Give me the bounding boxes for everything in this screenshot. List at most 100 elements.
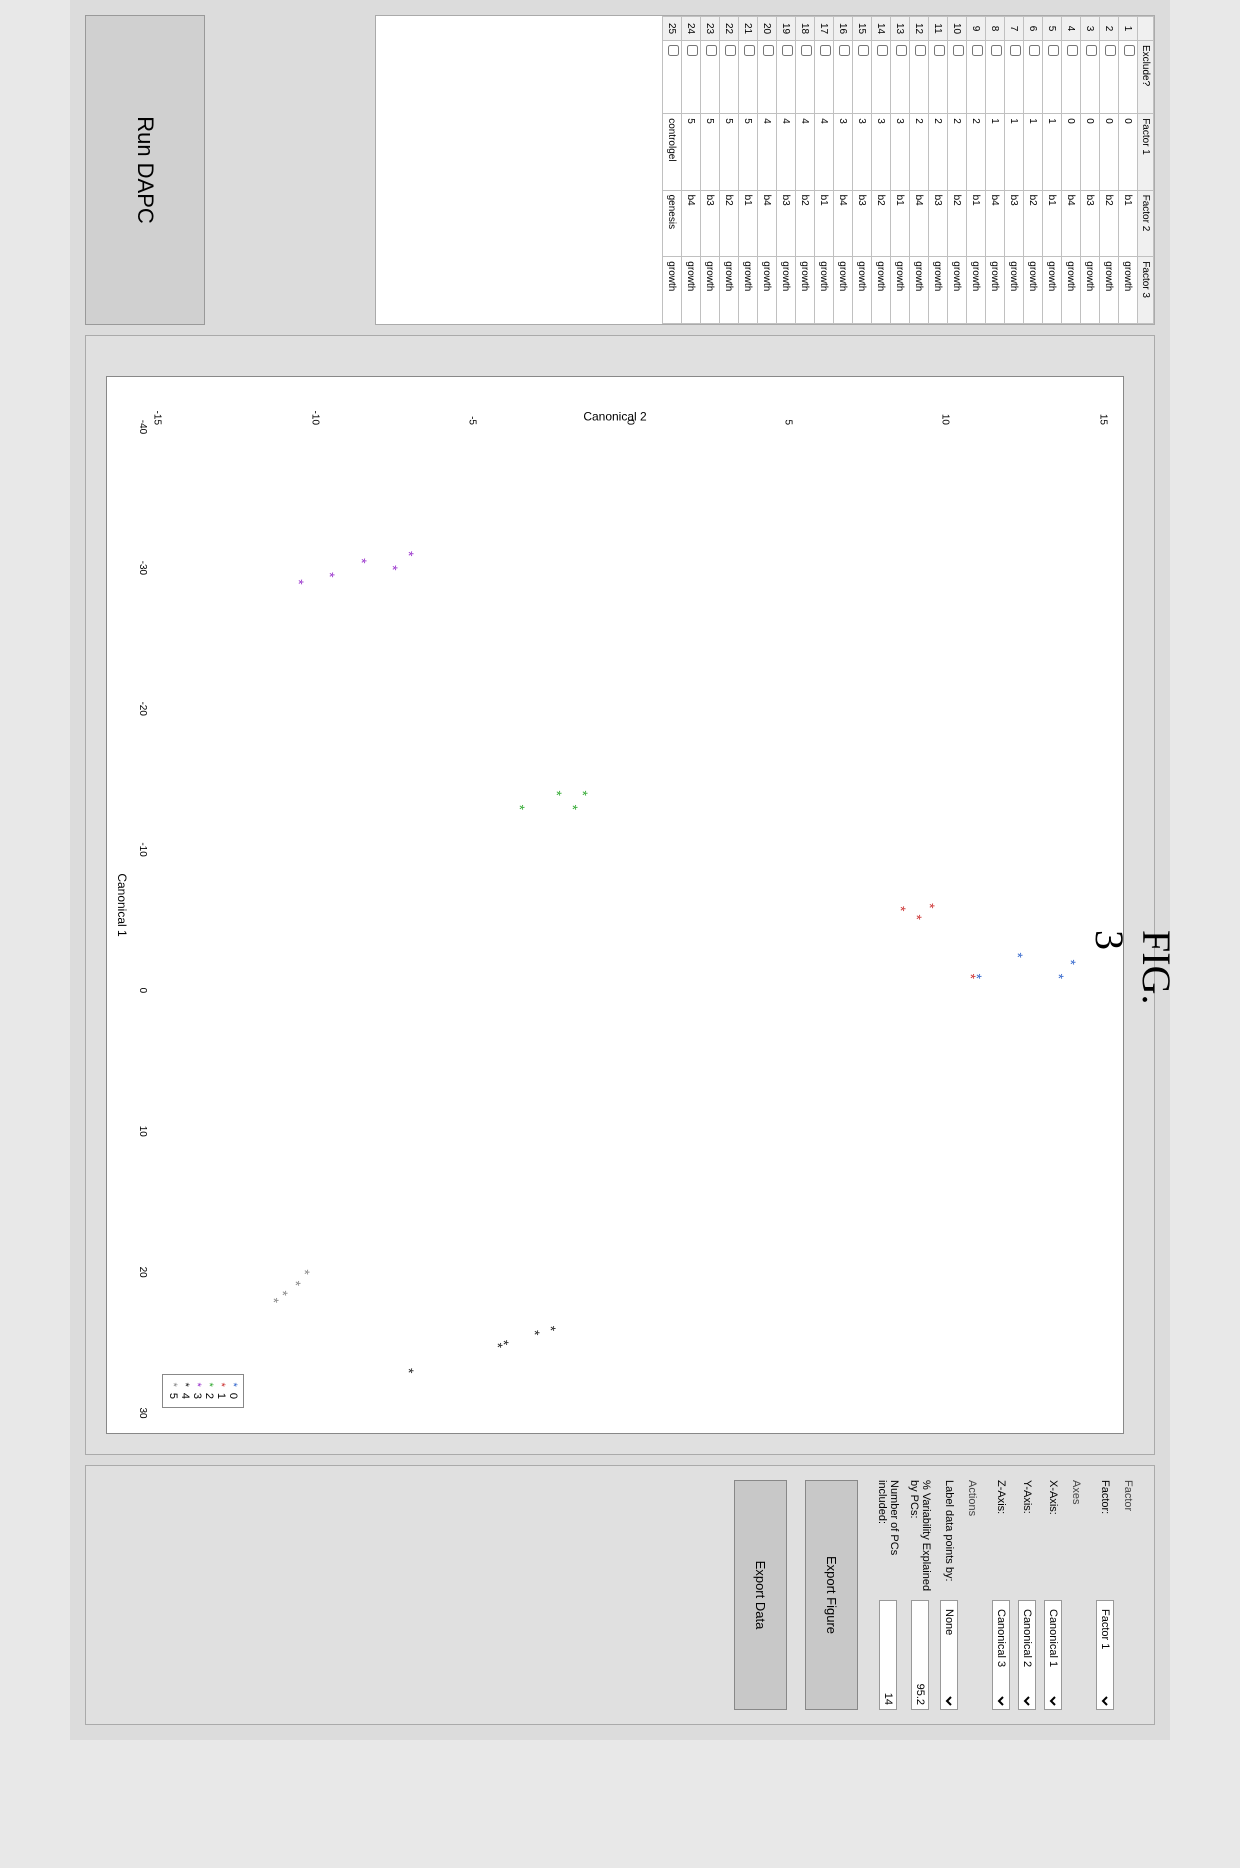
data-point: * [576,790,590,795]
exclude-checkbox[interactable] [953,45,964,56]
table-cell: growth [796,257,815,324]
exclude-checkbox[interactable] [801,45,812,56]
data-point: * [566,805,580,810]
legend-item: *4 [179,1383,191,1399]
table-cell: b1 [1043,190,1062,257]
x-tick: -20 [137,701,148,715]
data-point: * [1052,974,1066,979]
exclude-checkbox[interactable] [706,45,717,56]
table-row: 245b4growth [682,17,701,324]
y-tick: 0 [625,407,636,425]
table-cell: b4 [682,190,701,257]
exclude-checkbox[interactable] [972,45,983,56]
exclude-checkbox[interactable] [820,45,831,56]
export-figure-button[interactable]: Export Figure [805,1480,858,1710]
table-row: 194b3growth [777,17,796,324]
yaxis-select[interactable]: Canonical 2 [1018,1600,1036,1710]
table-row: 81b4growth [986,17,1005,324]
table-header: Factor 3 [1138,257,1154,324]
num-pcs-value: 14 [879,1600,897,1710]
table-cell: 2 [910,114,929,190]
exclude-cell [1062,41,1081,114]
exclude-checkbox[interactable] [687,45,698,56]
exclude-checkbox[interactable] [782,45,793,56]
legend-item: *1 [215,1383,227,1399]
table-row: 102b2growth [948,17,967,324]
factor-select[interactable]: Factor 1 [1096,1600,1114,1710]
exclude-cell [872,41,891,114]
y-tick: 15 [1098,407,1109,425]
table-cell: growth [663,257,682,324]
label-points-label: Label data points by: [943,1480,955,1592]
chart-legend: *0*1*2*3*4*5 [162,1374,244,1408]
y-tick: 10 [940,407,951,425]
zaxis-select[interactable]: Canonical 3 [992,1600,1010,1710]
table-header: Factor 1 [1138,114,1154,190]
exclude-checkbox[interactable] [763,45,774,56]
legend-marker: * [179,1383,191,1387]
row-number: 7 [1005,17,1024,41]
table-cell: growth [910,257,929,324]
label-points-select[interactable]: None [940,1600,958,1710]
exclude-checkbox[interactable] [744,45,755,56]
table-cell: growth [1119,257,1138,324]
exclude-checkbox[interactable] [896,45,907,56]
table-cell: growth [1100,257,1119,324]
exclude-cell [834,41,853,114]
table-cell: b3 [929,190,948,257]
x-axis-label: Canonical 1 [115,873,129,936]
table-cell: growth [701,257,720,324]
table-row: 30b3growth [1081,17,1100,324]
exclude-checkbox[interactable] [1124,45,1135,56]
exclude-checkbox[interactable] [725,45,736,56]
table-cell: growth [1062,257,1081,324]
exclude-checkbox[interactable] [839,45,850,56]
exclude-checkbox[interactable] [858,45,869,56]
exclude-checkbox[interactable] [915,45,926,56]
table-cell: b2 [948,190,967,257]
exclude-checkbox[interactable] [668,45,679,56]
table-row: 10b1growth [1119,17,1138,324]
chart-panel: ************************** Canonical 1 C… [85,335,1155,1455]
table-row: 61b2growth [1024,17,1043,324]
export-data-button[interactable]: Export Data [734,1480,787,1710]
exclude-checkbox[interactable] [934,45,945,56]
table-cell: b1 [891,190,910,257]
table-cell: growth [967,257,986,324]
table-row: 225b2growth [720,17,739,324]
table-cell: 2 [967,114,986,190]
table-row: 235b3growth [701,17,720,324]
legend-label: 2 [203,1393,215,1399]
exclude-checkbox[interactable] [1067,45,1078,56]
exclude-checkbox[interactable] [1048,45,1059,56]
exclude-checkbox[interactable] [991,45,1002,56]
exclude-checkbox[interactable] [1029,45,1040,56]
table-cell: b2 [872,190,891,257]
legend-label: 1 [215,1393,227,1399]
exclude-cell [796,41,815,114]
table-cell: b2 [1024,190,1043,257]
x-tick: -40 [137,420,148,434]
table-cell: b3 [701,190,720,257]
data-point: * [298,1269,312,1274]
table-row: 20b2growth [1100,17,1119,324]
table-row: 204b4growth [758,17,777,324]
table-cell: b4 [758,190,777,257]
exclude-checkbox[interactable] [1010,45,1021,56]
exclude-cell [682,41,701,114]
table-cell: b2 [796,190,815,257]
table-cell: b1 [815,190,834,257]
run-dapc-button[interactable]: Run DAPC [85,15,205,325]
xaxis-select[interactable]: Canonical 1 [1044,1600,1062,1710]
exclude-cell [1005,41,1024,114]
x-tick: 10 [137,1126,148,1137]
exclude-checkbox[interactable] [877,45,888,56]
legend-label: 3 [191,1393,203,1399]
table-cell: b3 [1081,190,1100,257]
table-row: 174b1growth [815,17,834,324]
legend-label: 0 [227,1393,239,1399]
y-tick: 5 [782,407,793,425]
exclude-checkbox[interactable] [1086,45,1097,56]
table-cell: growth [720,257,739,324]
exclude-checkbox[interactable] [1105,45,1116,56]
